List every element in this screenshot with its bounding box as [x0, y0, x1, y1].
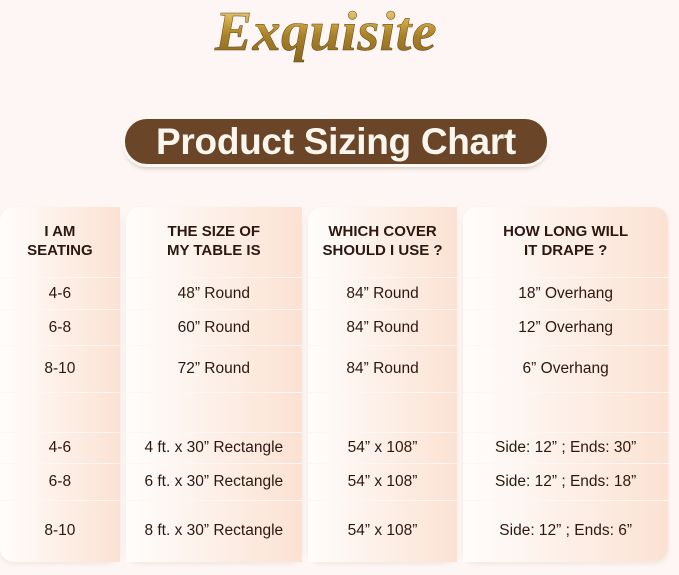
svg-text:Exquisite: Exquisite — [214, 1, 437, 63]
